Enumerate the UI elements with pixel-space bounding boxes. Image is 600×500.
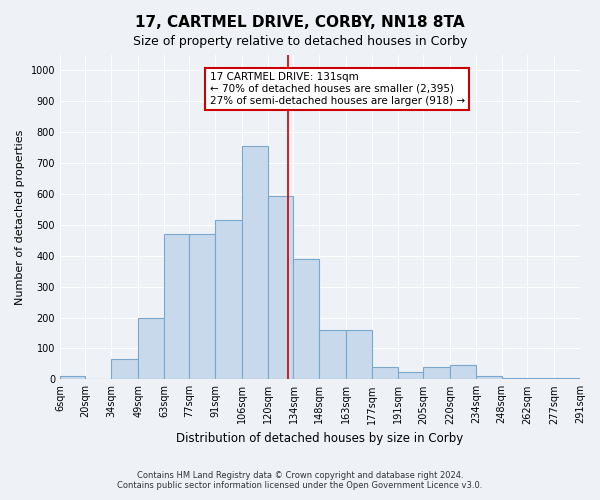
Bar — [215, 220, 242, 380]
Bar — [190, 234, 215, 380]
Bar — [554, 378, 580, 380]
Bar — [164, 234, 190, 380]
Bar — [502, 378, 527, 380]
Bar — [268, 196, 293, 380]
Bar — [527, 378, 554, 380]
Bar — [139, 318, 164, 380]
Bar — [372, 367, 398, 380]
Bar — [423, 367, 451, 380]
Bar — [346, 330, 372, 380]
Text: 17, CARTMEL DRIVE, CORBY, NN18 8TA: 17, CARTMEL DRIVE, CORBY, NN18 8TA — [135, 15, 465, 30]
Text: 17 CARTMEL DRIVE: 131sqm
← 70% of detached houses are smaller (2,395)
27% of sem: 17 CARTMEL DRIVE: 131sqm ← 70% of detach… — [209, 72, 464, 106]
Bar — [60, 376, 85, 380]
Bar — [242, 146, 268, 380]
Bar — [476, 376, 502, 380]
Bar — [111, 359, 139, 380]
Bar — [319, 330, 346, 380]
Bar — [293, 259, 319, 380]
Text: Contains HM Land Registry data © Crown copyright and database right 2024.
Contai: Contains HM Land Registry data © Crown c… — [118, 470, 482, 490]
Bar — [451, 366, 476, 380]
Y-axis label: Number of detached properties: Number of detached properties — [15, 130, 25, 305]
X-axis label: Distribution of detached houses by size in Corby: Distribution of detached houses by size … — [176, 432, 464, 445]
Bar — [398, 372, 423, 380]
Text: Size of property relative to detached houses in Corby: Size of property relative to detached ho… — [133, 35, 467, 48]
